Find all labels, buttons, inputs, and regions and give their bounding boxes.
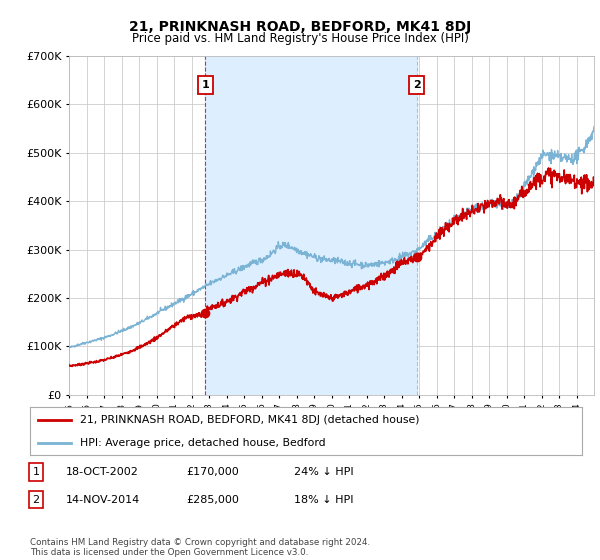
Text: 1: 1 [202, 80, 209, 90]
Text: 1: 1 [32, 467, 40, 477]
Text: 24% ↓ HPI: 24% ↓ HPI [294, 467, 353, 477]
Text: 2: 2 [32, 494, 40, 505]
Text: 21, PRINKNASH ROAD, BEDFORD, MK41 8DJ: 21, PRINKNASH ROAD, BEDFORD, MK41 8DJ [129, 20, 471, 34]
Text: Contains HM Land Registry data © Crown copyright and database right 2024.
This d: Contains HM Land Registry data © Crown c… [30, 538, 370, 557]
Text: HPI: Average price, detached house, Bedford: HPI: Average price, detached house, Bedf… [80, 438, 325, 448]
Bar [205, 56, 417, 395]
Text: 14-NOV-2014: 14-NOV-2014 [66, 494, 140, 505]
Text: 18-OCT-2002: 18-OCT-2002 [66, 467, 139, 477]
Text: 21, PRINKNASH ROAD, BEDFORD, MK41 8DJ (detached house): 21, PRINKNASH ROAD, BEDFORD, MK41 8DJ (d… [80, 416, 419, 426]
Text: 18% ↓ HPI: 18% ↓ HPI [294, 494, 353, 505]
Text: 2: 2 [413, 80, 421, 90]
Text: £285,000: £285,000 [186, 494, 239, 505]
Text: £170,000: £170,000 [186, 467, 239, 477]
Text: Price paid vs. HM Land Registry's House Price Index (HPI): Price paid vs. HM Land Registry's House … [131, 32, 469, 45]
